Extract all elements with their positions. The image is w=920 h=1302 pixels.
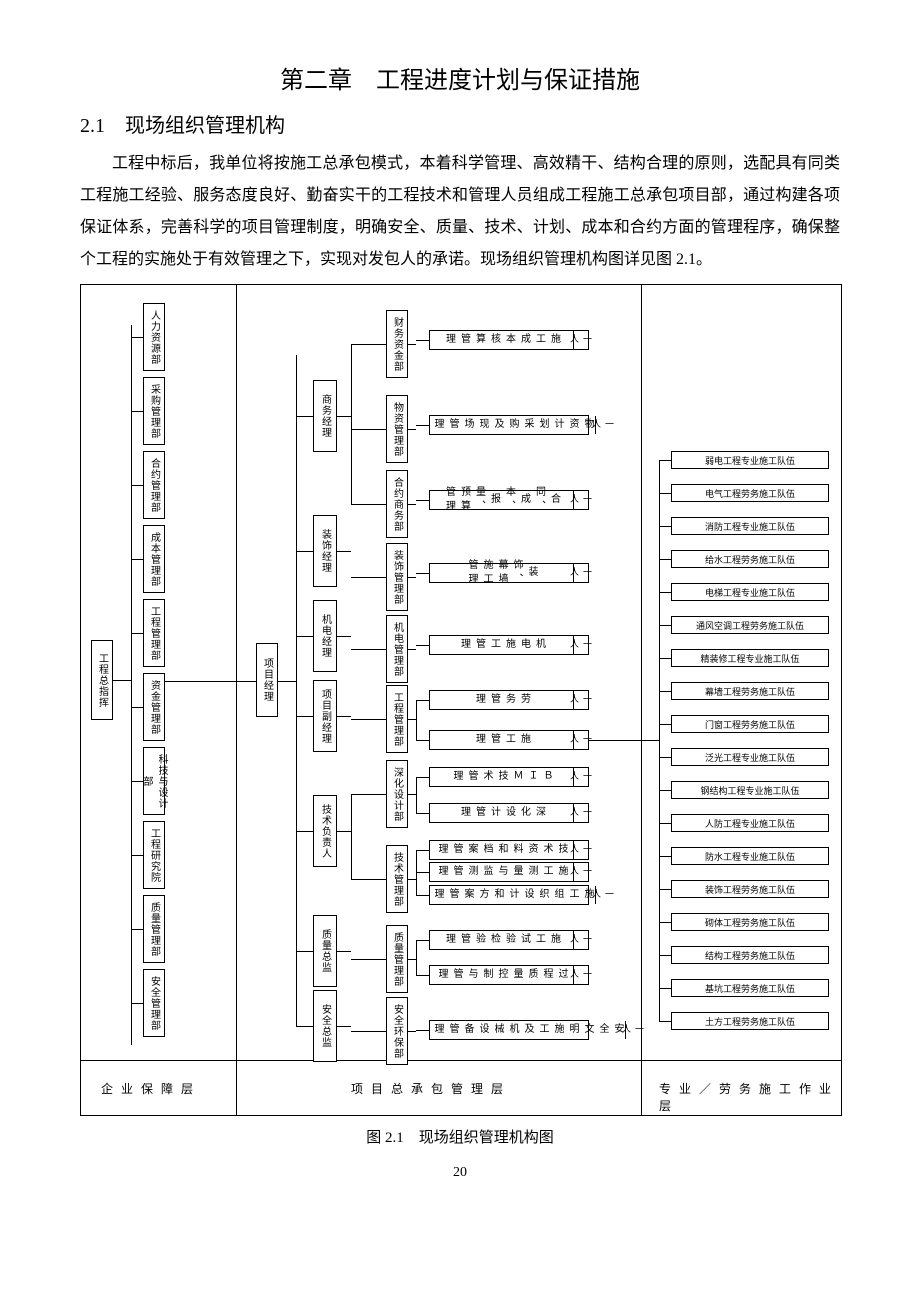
node-deputy-manager: 质量总监	[313, 915, 337, 987]
node-team: 土方工程劳务施工队伍	[671, 1012, 829, 1030]
node-sub-dept: 深化设计部	[386, 760, 408, 828]
node-task: 物资计划采购及现场管理一人	[429, 415, 589, 435]
section-title: 2.1 现场组织管理机构	[80, 109, 840, 138]
node-task: 施工管理一人	[429, 730, 589, 750]
node-root: 工程总指挥	[91, 640, 113, 720]
node-team: 砌体工程劳务施工队伍	[671, 913, 829, 931]
node-team: 通风空调工程劳务施工队伍	[671, 616, 829, 634]
node-team: 给水工程劳务施工队伍	[671, 550, 829, 568]
node-sub-dept: 装饰管理部	[386, 543, 408, 611]
figure-caption: 图 2.1 现场组织管理机构图	[80, 1126, 840, 1147]
body-paragraph: 工程中标后，我单位将按施工总承包模式，本着科学管理、高效精干、结构合理的原则，选…	[80, 148, 840, 276]
node-team: 幕墙工程劳务施工队伍	[671, 682, 829, 700]
node-team: 电气工程劳务施工队伍	[671, 484, 829, 502]
node-task: 劳务管理一人	[429, 690, 589, 710]
node-team: 防水工程专业施工队伍	[671, 847, 829, 865]
node-enterprise-dept: 人力资源部	[143, 303, 165, 371]
node-task: 深化设计管理一人	[429, 803, 589, 823]
node-task: 施工组织设计和方案管理一人	[429, 885, 589, 905]
node-task: 施工试验检验管理一人	[429, 930, 589, 950]
node-deputy-manager: 商务经理	[313, 380, 337, 452]
node-enterprise-dept: 质量管理部	[143, 895, 165, 963]
node-task: 安全文明施工及机械设备管理一人	[429, 1020, 589, 1040]
node-sub-dept: 工程管理部	[386, 685, 408, 753]
node-enterprise-dept: 采购管理部	[143, 377, 165, 445]
node-sub-dept: 机电管理部	[386, 615, 408, 683]
layer-label-middle: 项目总承包管理层	[351, 1080, 511, 1097]
node-task: ＢＩＭ技术管理一人	[429, 767, 589, 787]
node-project-manager: 项目经理	[256, 643, 278, 717]
org-chart: 企业保障层 项目总承包管理层 专业／劳务施工作业层 工程总指挥 人力资源部采购管…	[80, 284, 842, 1116]
node-enterprise-dept: 安全管理部	[143, 969, 165, 1037]
node-enterprise-dept: 工程管理部	[143, 599, 165, 667]
node-task: 合同、成本、报量、预算管理一人	[429, 490, 589, 510]
node-enterprise-dept: 成本管理部	[143, 525, 165, 593]
node-team: 结构工程劳务施工队伍	[671, 946, 829, 964]
node-sub-dept: 物资管理部	[386, 395, 408, 463]
node-team: 消防工程专业施工队伍	[671, 517, 829, 535]
page-number: 20	[80, 1165, 840, 1181]
layer-label-right: 专业／劳务施工作业层	[659, 1080, 841, 1114]
node-team: 泛光工程专业施工队伍	[671, 748, 829, 766]
node-deputy-manager: 装饰经理	[313, 515, 337, 587]
node-sub-dept: 质量管理部	[386, 925, 408, 993]
node-sub-dept: 财务资金部	[386, 310, 408, 378]
node-task: 过程质量控制与管理一人	[429, 965, 589, 985]
node-sub-dept: 合约商务部	[386, 470, 408, 538]
node-task: 机电施工管理一人	[429, 635, 589, 655]
node-sub-dept: 技术管理部	[386, 845, 408, 913]
node-team: 电梯工程专业施工队伍	[671, 583, 829, 601]
chapter-title: 第二章 工程进度计划与保证措施	[80, 60, 840, 95]
node-task: 施工测量与监测管理一人	[429, 862, 589, 882]
node-team: 精装修工程专业施工队伍	[671, 649, 829, 667]
node-team: 装饰工程劳务施工队伍	[671, 880, 829, 898]
node-enterprise-dept: 资金管理部	[143, 673, 165, 741]
node-team: 门窗工程劳务施工队伍	[671, 715, 829, 733]
node-deputy-manager: 安全总监	[313, 990, 337, 1062]
node-task: 施工成本核算管理一人	[429, 330, 589, 350]
node-task: 装饰、幕墙施工管理一人	[429, 563, 589, 583]
node-deputy-manager: 技术负责人	[313, 795, 337, 867]
node-team: 人防工程专业施工队伍	[671, 814, 829, 832]
node-enterprise-dept: 合约管理部	[143, 451, 165, 519]
node-team: 钢结构工程专业施工队伍	[671, 781, 829, 799]
node-enterprise-dept: 工程研究院	[143, 821, 165, 889]
node-deputy-manager: 项目副经理	[313, 680, 337, 752]
node-deputy-manager: 机电经理	[313, 600, 337, 672]
node-task: 技术资料和档案管理一人	[429, 840, 589, 860]
node-enterprise-dept: 科技与设计部	[143, 747, 165, 815]
node-team: 基坑工程劳务施工队伍	[671, 979, 829, 997]
layer-label-left: 企业保障层	[101, 1080, 201, 1097]
node-team: 弱电工程专业施工队伍	[671, 451, 829, 469]
node-sub-dept: 安全环保部	[386, 997, 408, 1065]
